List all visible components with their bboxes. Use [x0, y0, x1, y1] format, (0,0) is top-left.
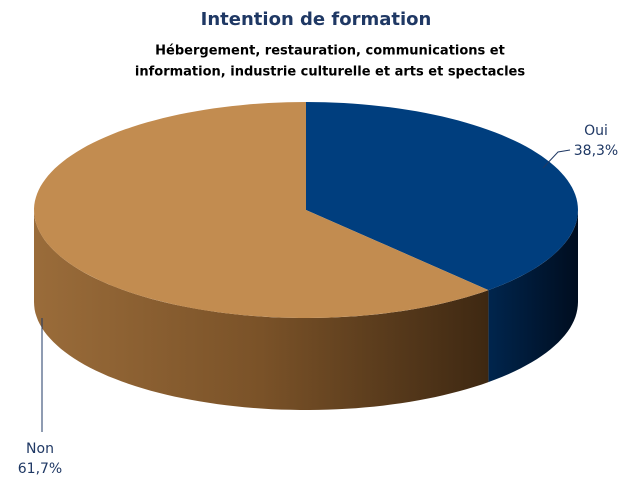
slice	[34, 102, 489, 318]
chart-title: Intention de formation	[201, 9, 432, 30]
leader-line	[542, 149, 571, 169]
chart-subtitle: Hébergement, restauration, communication…	[155, 44, 505, 59]
slice-value-label: 38,3%	[574, 143, 618, 159]
slice	[306, 102, 578, 291]
slice-side	[34, 210, 489, 410]
slice-label: Oui	[584, 123, 608, 139]
pie	[34, 102, 578, 410]
slice-side	[488, 210, 578, 383]
chart-subtitle: information, industrie culturelle et art…	[135, 65, 525, 80]
slice-value-label: 61,7%	[18, 461, 62, 477]
slice-label: Non	[26, 441, 54, 457]
